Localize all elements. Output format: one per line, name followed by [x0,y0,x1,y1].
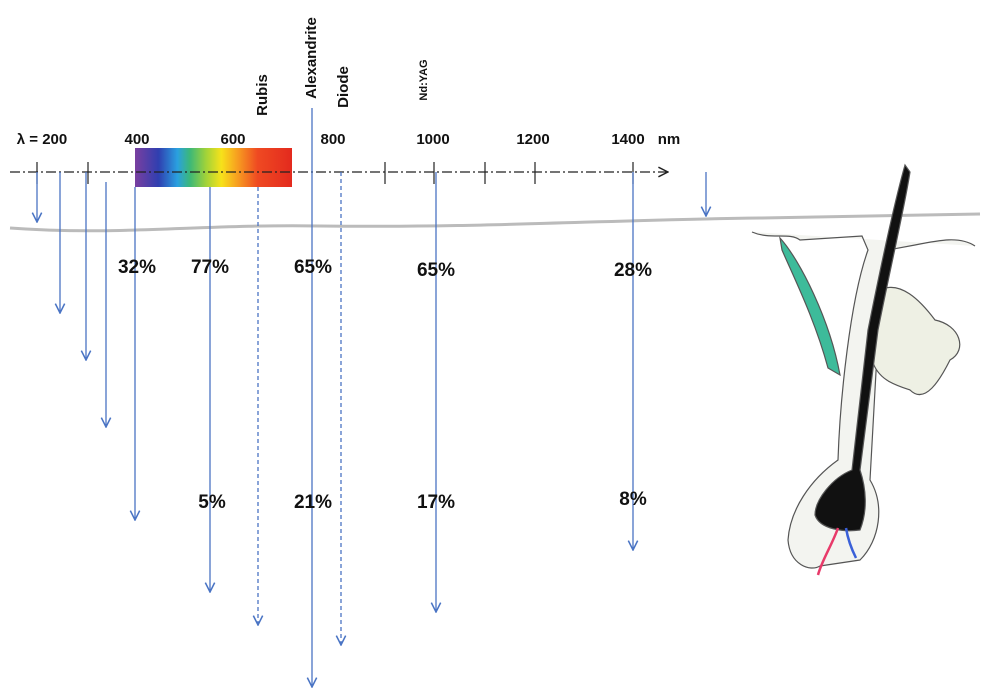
axis-unit: nm [658,131,681,148]
axis-label: 1000 [416,131,449,148]
axis-label: 800 [320,131,345,148]
axis-label: λ = 200 [17,131,67,148]
hair-follicle [751,163,976,576]
surface-absorption: 65% [294,257,332,278]
surface-absorption: 77% [191,257,229,278]
axis-ticks [36,162,634,184]
spectrum [135,148,292,187]
surface-absorption: 32% [118,257,156,278]
axis-label: 600 [220,131,245,148]
surface-absorption: 28% [614,260,652,281]
axis-label: 1400 [611,131,644,148]
axis-label: 400 [124,131,149,148]
laser-name: Nd:YAG [418,59,430,100]
deep-absorption: 21% [294,492,332,513]
penetration-arrows [37,108,706,687]
laser-name: Diode [335,66,352,108]
deep-absorption: 8% [619,489,647,510]
laser-name: Alexandrite [303,17,320,99]
surface-absorption: 65% [417,260,455,281]
deep-absorption: 5% [198,492,226,513]
laser-name: Rubis [254,74,271,116]
axis-label: 1200 [516,131,549,148]
skin-surface [9,212,981,233]
deep-absorption: 17% [417,492,455,513]
